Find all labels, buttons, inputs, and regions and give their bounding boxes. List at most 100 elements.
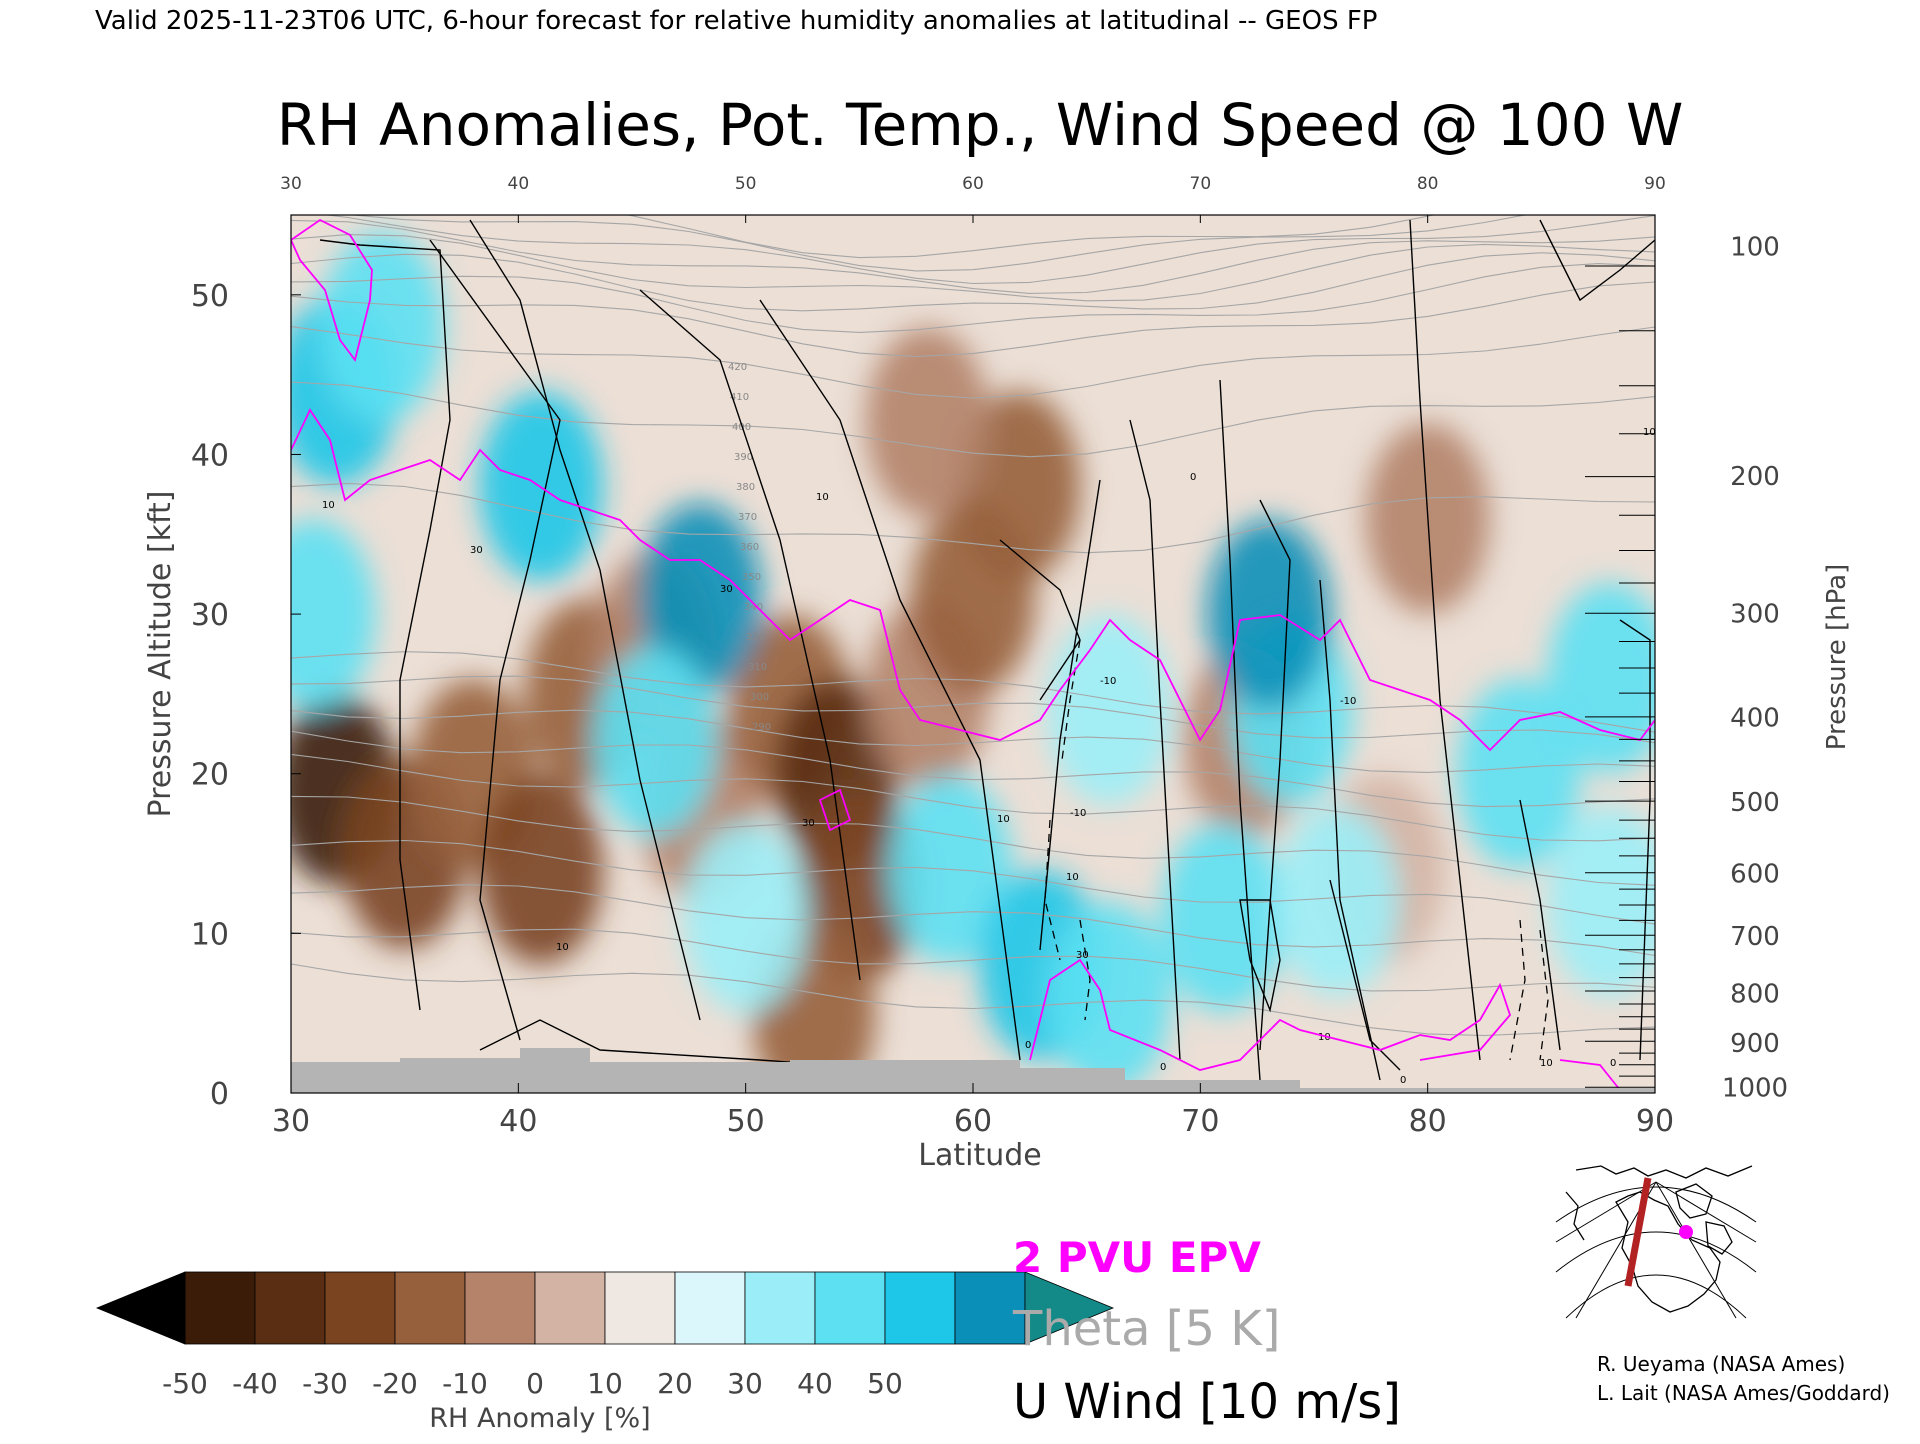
- x-tick-label-top: 70: [1190, 174, 1212, 194]
- y-tick-label-left: 40: [191, 438, 229, 473]
- theta-contour-label: 300: [750, 692, 769, 703]
- x-tick-label-bottom: 90: [1636, 1104, 1674, 1139]
- rh-anomaly-cell: [592, 646, 717, 837]
- colorbar: -50 -40 -30 -20 -10 0 10 20 30 40 50: [95, 1271, 1115, 1400]
- colorbar-tick-label: -40: [232, 1367, 278, 1400]
- x-tick-label-bottom: 30: [272, 1104, 310, 1139]
- u-wind-contour-label: 10: [816, 492, 829, 503]
- locator-map: [1555, 1162, 1757, 1319]
- theta-contour-label: 360: [740, 542, 759, 553]
- u-wind-contour: [1539, 219, 1655, 302]
- y-tick-label-left: 0: [210, 1077, 229, 1112]
- plot-area: 290300310320340350360370380390400410420 …: [290, 214, 1656, 1094]
- u-wind-contour-negative: [1061, 639, 1081, 761]
- x-tick-label-top: 90: [1644, 174, 1666, 194]
- theta-contour: [291, 651, 1655, 733]
- x-tick-label-top: 40: [508, 174, 530, 194]
- u-wind-contour: [1329, 879, 1401, 1071]
- locator-map-background: [1556, 1162, 1756, 1318]
- u-wind-contour: [639, 289, 861, 981]
- u-wind-contour-label: 10: [1318, 1032, 1331, 1043]
- theta-contour: [291, 839, 1655, 925]
- chart-title: RH Anomalies, Pot. Temp., Wind Speed @ 1…: [277, 91, 1684, 159]
- rh-anomaly-cell: [291, 519, 376, 710]
- colorbar-tick-label: 10: [587, 1367, 623, 1400]
- u-wind-contour-negative: [1539, 929, 1549, 1061]
- epv-contour: [818, 788, 852, 832]
- terrain-polygon: [291, 1048, 1655, 1093]
- theta-contour: [291, 730, 1655, 808]
- legend-uwind: U Wind [10 m/s]: [1013, 1374, 1401, 1430]
- rh-anomaly-cell: [1047, 902, 1172, 1093]
- u-wind-contours: 10 30 30 10 30 10 10 30 10 0 -10 -10 10 -10 10 0 10 0 0 0: [319, 219, 1655, 1086]
- u-wind-contour-negative: [1079, 919, 1091, 1021]
- theta-contour: [291, 795, 1655, 886]
- theta-contour: [291, 252, 1655, 312]
- u-wind-contour-label: -10: [1070, 808, 1086, 819]
- terrain-mask: [291, 1048, 1655, 1093]
- rh-anomaly-cell: [1456, 678, 1581, 869]
- pressure-tick-label: 100: [1730, 232, 1780, 262]
- colorbar-swatch: [744, 1271, 816, 1345]
- rh-anomaly-cell: [638, 503, 763, 694]
- theta-contour: [291, 381, 1655, 458]
- y-tick-label-left: 20: [191, 758, 229, 793]
- colorbar-swatch: [394, 1271, 466, 1345]
- colorbar-swatch: [604, 1271, 676, 1345]
- y-tick-label-left: 30: [191, 598, 229, 633]
- x-tick-label-bottom: 80: [1409, 1104, 1447, 1139]
- theta-contour-label: 390: [734, 452, 753, 463]
- u-wind-contour-label: -10: [1340, 696, 1356, 707]
- theta-contour: [291, 234, 1655, 302]
- u-wind-contour: [319, 239, 451, 1011]
- theta-contour-label: 290: [752, 722, 771, 733]
- credit-line-1: R. Ueyama (NASA Ames): [1597, 1352, 1846, 1376]
- rh-anomaly-cell: [865, 327, 990, 518]
- x-tick-label-top: 80: [1417, 174, 1439, 194]
- u-wind-contour: [1239, 899, 1281, 1013]
- colorbar-tick-label: -20: [372, 1367, 418, 1400]
- u-wind-contour: [1319, 579, 1381, 1081]
- colorbar-tick-label: -50: [162, 1367, 208, 1400]
- y-tick-label-left: 10: [191, 917, 229, 952]
- rh-anomaly-cell: [1206, 519, 1331, 710]
- valid-line: Valid 2025-11-23T06 UTC, 6-hour forecast…: [95, 6, 1377, 36]
- x-tick-label-bottom: 60: [954, 1104, 992, 1139]
- pressure-tick-label: 900: [1730, 1029, 1780, 1059]
- u-wind-contour: [429, 239, 561, 1041]
- u-wind-contour-label: 0: [1400, 1075, 1406, 1086]
- theta-contour-label: 410: [730, 392, 749, 403]
- colorbar-tick-label: 0: [526, 1367, 544, 1400]
- x-axis-bottom: 30 40 50 60 70 80 90: [272, 1083, 1674, 1139]
- theta-contour: [291, 963, 1655, 1037]
- colorbar-swatch: [254, 1271, 326, 1345]
- x-tick-label-top: 30: [280, 174, 302, 194]
- u-wind-contour: [1409, 219, 1481, 1061]
- colorbar-tick-label: 20: [657, 1367, 693, 1400]
- colorbar-tick-label: 30: [727, 1367, 763, 1400]
- colorbar-swatch: [674, 1271, 746, 1345]
- pressure-tick-label: 700: [1730, 922, 1780, 952]
- theta-contour: [323, 215, 1655, 285]
- pressure-tick-label: 400: [1730, 703, 1780, 733]
- legend-theta: Theta [5 K]: [1012, 1301, 1281, 1357]
- u-wind-contour-label: 30: [1076, 950, 1089, 961]
- y-tick-label-left: 50: [191, 279, 229, 314]
- theta-contour: [291, 482, 1655, 554]
- theta-contour-label: 370: [738, 512, 757, 523]
- u-wind-contour: [1259, 499, 1291, 1051]
- pressure-tick-label: 300: [1730, 599, 1780, 629]
- u-wind-contour-label: 10: [1066, 872, 1079, 883]
- epv-contour: [1559, 1059, 1621, 1091]
- rh-anomaly-cell: [1547, 806, 1655, 997]
- pressure-tick-label: 500: [1730, 788, 1780, 818]
- u-wind-contour: [469, 219, 701, 1021]
- theta-contour: [291, 709, 1655, 773]
- u-wind-contour: [1219, 379, 1261, 1081]
- epv-contour: [291, 408, 1655, 752]
- u-wind-contour: [999, 539, 1081, 701]
- theta-contour: [291, 263, 1655, 333]
- u-wind-contour-label: 10: [1540, 1058, 1553, 1069]
